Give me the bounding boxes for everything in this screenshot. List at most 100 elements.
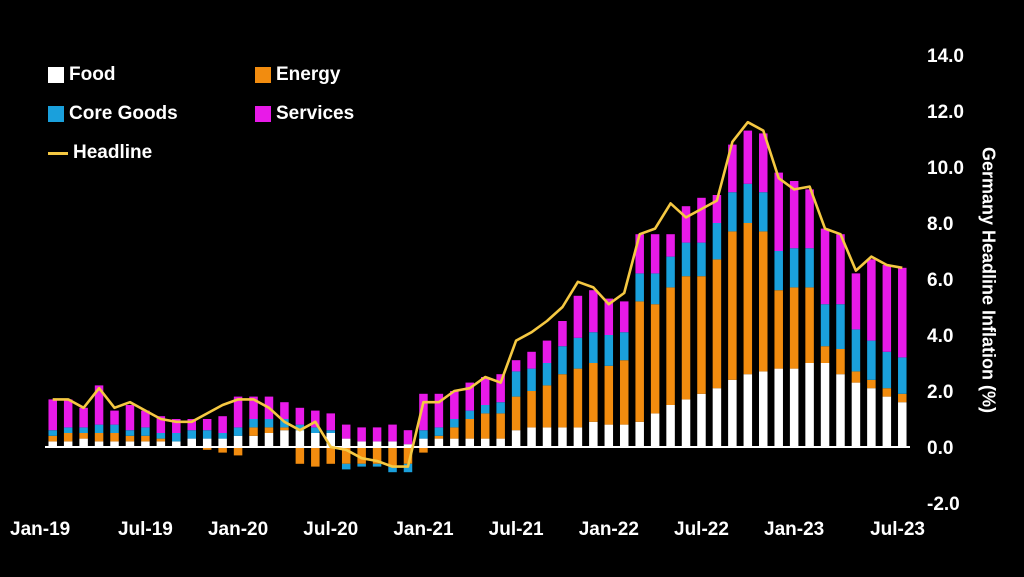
bar-segment-core-goods (558, 346, 567, 375)
bar-segment-core-goods (450, 419, 459, 428)
bar-segment-energy (851, 371, 861, 383)
bar-segment-food (434, 438, 444, 447)
bar-segment-energy (450, 427, 459, 439)
bar-segment-core-goods (372, 463, 382, 467)
bar-segment-core-goods (341, 463, 351, 470)
bar-segment-food (697, 393, 706, 447)
bar-segment-energy (202, 447, 212, 450)
bar-segment-core-goods (79, 427, 88, 433)
bar-segment-energy (820, 346, 830, 363)
bar-segment-energy (650, 304, 660, 414)
bar-segment-food (388, 441, 397, 447)
bar-segment-services (480, 377, 490, 405)
bar-segment-services (141, 410, 150, 428)
bar-segment-food (805, 363, 814, 447)
bar-segment-services (326, 413, 336, 431)
bar-segment-core-goods (63, 427, 73, 433)
bar-segment-food (450, 438, 459, 447)
x-tick-label: Jan-19 (10, 519, 70, 540)
x-tick-label: Jan-22 (579, 519, 639, 540)
bar-segment-services (898, 267, 907, 358)
bar-segment-core-goods (650, 273, 660, 305)
bar-segment-energy (805, 287, 814, 363)
legend-item-food: Food (48, 64, 115, 86)
bar-segment-services (434, 393, 444, 428)
bar-segment-food (141, 441, 150, 447)
bar-segment-services (728, 144, 737, 193)
bar-segment-services (202, 419, 212, 431)
y-tick-label: 2.0 (927, 382, 953, 403)
bar-segment-core-goods (202, 430, 212, 439)
bar-segment-core-goods (496, 402, 505, 414)
bar-segment-services (48, 399, 57, 431)
bar-segment-energy (63, 433, 73, 442)
bar-segment-core-goods (635, 273, 644, 302)
bar-segment-services (558, 321, 567, 347)
bar-segment-core-goods (619, 332, 629, 361)
x-tick-label: Jul-20 (303, 519, 358, 540)
bar-segment-services (511, 360, 521, 372)
bar-segment-food (619, 424, 629, 447)
stacked-bars (48, 130, 907, 473)
bar-segment-services (79, 407, 88, 428)
bar-segment-core-goods (48, 430, 57, 436)
bar-segment-food (94, 441, 104, 447)
bar-segment-services (820, 228, 830, 305)
bar-segment-energy (249, 427, 258, 436)
x-tick-label: Jul-21 (489, 519, 544, 540)
bar-segment-services (743, 130, 753, 184)
bar-segment-core-goods (759, 192, 768, 232)
bar-segment-energy (697, 276, 706, 394)
bar-segment-energy (403, 447, 413, 464)
bar-segment-core-goods (388, 466, 397, 473)
bar-segment-core-goods (357, 463, 366, 467)
bar-segment-energy (280, 427, 289, 431)
bar-segment-food (712, 388, 722, 447)
headline-line (52, 120, 903, 468)
bar-segment-food (156, 441, 166, 447)
bar-segment-food (48, 441, 57, 447)
legend-item-headline: Headline (48, 142, 152, 164)
bar-segment-energy (141, 435, 150, 442)
bar-segment-services (527, 351, 536, 369)
bar-segment-food (233, 435, 243, 447)
bar-segment-core-goods (218, 433, 227, 439)
legend-label-services: Services (276, 103, 355, 124)
bar-segment-services (697, 197, 706, 243)
bar-segment-services (465, 382, 475, 411)
legend-item-energy: Energy (255, 64, 340, 86)
bar-segment-services (388, 424, 397, 442)
bar-segment-energy (789, 287, 799, 369)
bar-segment-core-goods (774, 251, 783, 291)
x-tick-label: Jan-20 (208, 519, 268, 540)
bar-segment-energy (712, 259, 722, 389)
bar-segment-food (589, 421, 598, 447)
bar-segment-services (172, 419, 181, 433)
bar-segment-core-goods (542, 363, 552, 386)
bar-segment-services (604, 298, 614, 335)
legend-swatch-core-goods (48, 106, 64, 122)
bar-segment-core-goods (527, 368, 536, 391)
bar-segment-services (542, 340, 552, 363)
bar-segment-food (465, 438, 475, 447)
bar-segment-services (450, 391, 459, 419)
bar-segment-food (573, 427, 583, 447)
bar-segment-food (728, 379, 737, 447)
bar-segment-food (496, 438, 505, 447)
bar-segment-services (666, 234, 675, 257)
x-tick-label: Jul-19 (118, 519, 173, 540)
legend-swatch-services (255, 106, 271, 122)
bar-segment-core-goods (805, 248, 814, 288)
bar-segment-food (202, 438, 212, 447)
bar-segment-energy (311, 447, 320, 467)
legend-item-core-goods: Core Goods (48, 103, 178, 125)
bar-segment-energy (511, 396, 521, 431)
bar-segment-core-goods (836, 304, 845, 349)
bar-segment-services (496, 374, 505, 403)
legend-label-headline: Headline (73, 142, 153, 163)
bar-segment-energy (542, 385, 552, 428)
bar-segment-food (604, 424, 614, 447)
bar-segment-services (218, 416, 227, 433)
bar-segment-services (759, 133, 768, 193)
bar-segment-services (357, 427, 366, 442)
